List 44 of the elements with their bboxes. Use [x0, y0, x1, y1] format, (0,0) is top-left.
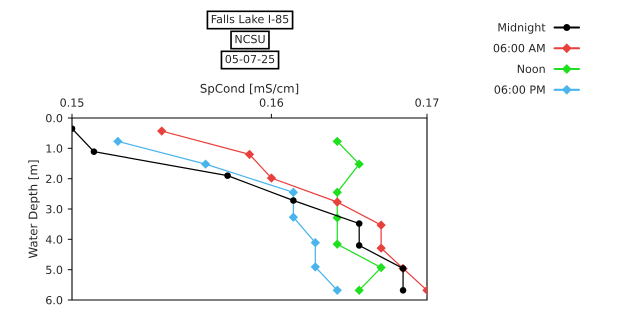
x-tick-label: 0.15 [60, 98, 84, 107]
point [376, 263, 386, 272]
point [356, 242, 362, 249]
point [310, 238, 320, 248]
x-tick-label: 0.17 [415, 98, 438, 107]
point [354, 160, 364, 169]
x-tick-label: 0.16 [260, 98, 284, 107]
point [332, 240, 342, 249]
point [376, 220, 386, 230]
y-axis-title: Water Depth [m] [28, 160, 40, 258]
point [332, 136, 342, 146]
legend-label: 06:00 AM [494, 44, 545, 52]
y-tick-label: 1.0 [46, 144, 62, 153]
point [288, 212, 298, 222]
y-tick-label: 6.0 [46, 296, 62, 304]
point [354, 286, 364, 295]
y-tick-label: 4.0 [46, 235, 62, 244]
point [245, 150, 254, 159]
point [356, 220, 362, 227]
point [332, 286, 342, 295]
point [201, 160, 210, 169]
point [113, 136, 122, 146]
point [290, 197, 297, 204]
y-tick-label: 2.0 [46, 174, 62, 184]
point [310, 262, 320, 272]
y-tick-label: 5.0 [46, 266, 62, 274]
legend-label: 06:00 PM [494, 85, 545, 94]
point [332, 198, 342, 206]
y-tick-label: 0.0 [46, 114, 62, 122]
point [376, 244, 386, 253]
chart-subtitle: NCSU [235, 34, 265, 44]
point [90, 148, 98, 155]
legend-label: Midnight [498, 22, 546, 34]
y-tick-label: 3.0 [46, 204, 62, 214]
point [332, 188, 342, 197]
text: 05-07-25 [226, 54, 274, 64]
x-axis-title: SpCond [mS/cm] [200, 84, 298, 96]
chart-title: Falls Lake I-85 [212, 14, 288, 24]
point [224, 172, 231, 179]
legend-label: Noon [518, 64, 545, 74]
point [288, 188, 298, 197]
point [157, 126, 166, 136]
point [400, 286, 406, 294]
point [266, 174, 276, 183]
